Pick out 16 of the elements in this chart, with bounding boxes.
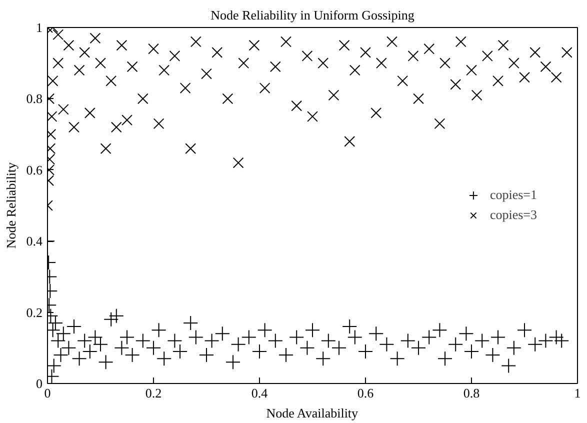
x-tick-label: 0.8 <box>463 386 480 400</box>
x-tick-label: 0.6 <box>357 386 374 400</box>
y-tick-label: 1 <box>36 20 42 35</box>
y-tick-label: 0.8 <box>26 91 42 106</box>
y-axis-title: Node Reliability <box>3 162 18 249</box>
y-tick-label: 0.6 <box>26 162 43 178</box>
y-tick-label: 0.4 <box>26 234 43 249</box>
legend-label: copies=3 <box>490 207 537 223</box>
x-axis-title: Node Availability <box>266 406 359 420</box>
y-tick-label: 0.2 <box>26 304 42 320</box>
y-tick-label: 0 <box>36 376 42 391</box>
x-tick-label: 0.2 <box>145 386 162 400</box>
chart-title: Node Reliability in Uniform Gossiping <box>210 8 415 22</box>
x-tick-label: 0.4 <box>251 386 268 400</box>
legend-label: copies=1 <box>490 187 537 203</box>
x-tick-label: 1 <box>574 386 581 400</box>
